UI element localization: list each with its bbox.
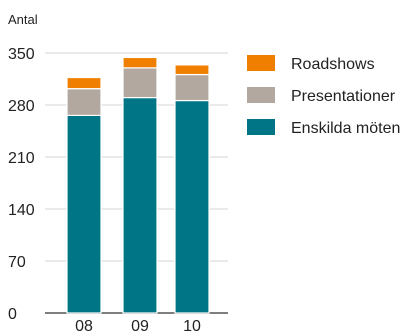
x-category-label: 08 (75, 318, 93, 333)
bar-roadshows-08 (66, 76, 102, 90)
bar-enskilda-m-ten-10 (174, 99, 210, 314)
y-tick-label: 280 (8, 98, 35, 115)
legend-swatch (247, 87, 275, 103)
bars (66, 56, 210, 314)
legend-label: Enskilda möten (291, 120, 400, 137)
x-axis-categories: 08 09 10 (75, 318, 201, 333)
bar-presentationer-10 (174, 73, 210, 102)
bar-presentationer-08 (66, 88, 102, 116)
bar-roadshows-09 (122, 56, 158, 69)
bar-enskilda-m-ten-09 (122, 96, 158, 314)
bar-roadshows-10 (174, 64, 210, 76)
legend-label: Roadshows (291, 56, 375, 73)
legend: Roadshows Presentationer Enskilda möten (247, 55, 400, 137)
legend-swatch (247, 55, 275, 71)
y-tick-label: 0 (8, 306, 17, 323)
x-category-label: 10 (183, 318, 201, 333)
x-category-label: 09 (131, 318, 149, 333)
bar-presentationer-09 (122, 67, 158, 99)
y-axis-unit-label: Antal (8, 12, 38, 27)
y-tick-label: 210 (8, 150, 35, 167)
y-tick-label: 350 (8, 46, 35, 63)
bar-enskilda-m-ten-08 (66, 114, 102, 314)
y-tick-label: 70 (8, 254, 26, 271)
y-tick-label: 140 (8, 202, 35, 219)
legend-swatch (247, 119, 275, 135)
y-axis-ticks: 0 70 140 210 280 350 (8, 46, 35, 323)
legend-label: Presentationer (291, 88, 396, 105)
